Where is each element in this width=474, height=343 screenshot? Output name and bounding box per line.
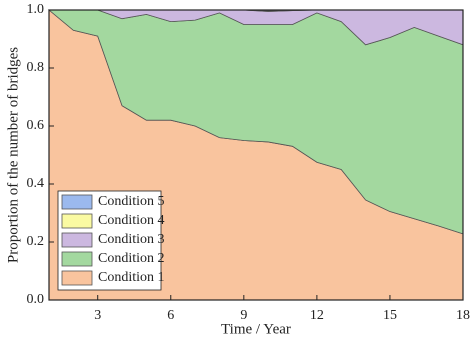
- legend-swatch: [61, 232, 93, 248]
- x-tick-label: 6: [167, 308, 174, 323]
- y-tick-label: 0.2: [27, 234, 45, 249]
- y-tick-label: 1.0: [27, 2, 45, 17]
- legend-label: Condition 3: [98, 232, 165, 247]
- y-tick-label: 0.8: [27, 60, 45, 75]
- y-tick-label: 0.6: [27, 118, 45, 133]
- x-tick-label: 18: [456, 308, 470, 323]
- y-axis-label: Proportion of the number of bridges: [5, 47, 21, 263]
- legend-swatch: [61, 270, 93, 286]
- legend-swatch: [61, 213, 93, 229]
- y-tick-label: 0.0: [27, 292, 45, 307]
- x-tick-label: 3: [94, 308, 101, 323]
- x-tick-label: 15: [383, 308, 397, 323]
- legend-swatch: [61, 194, 93, 210]
- legend-label: Condition 2: [98, 251, 165, 266]
- legend-label: Condition 4: [98, 213, 165, 228]
- y-tick-label: 0.4: [27, 176, 45, 191]
- legend-label: Condition 5: [98, 194, 165, 209]
- x-axis-label: Time / Year: [221, 321, 291, 337]
- x-tick-label: 12: [310, 308, 324, 323]
- legend-swatch: [61, 251, 93, 267]
- plot-frame: [48, 9, 464, 301]
- legend-label: Condition 1: [98, 270, 165, 285]
- x-tick-label: 9: [240, 308, 247, 323]
